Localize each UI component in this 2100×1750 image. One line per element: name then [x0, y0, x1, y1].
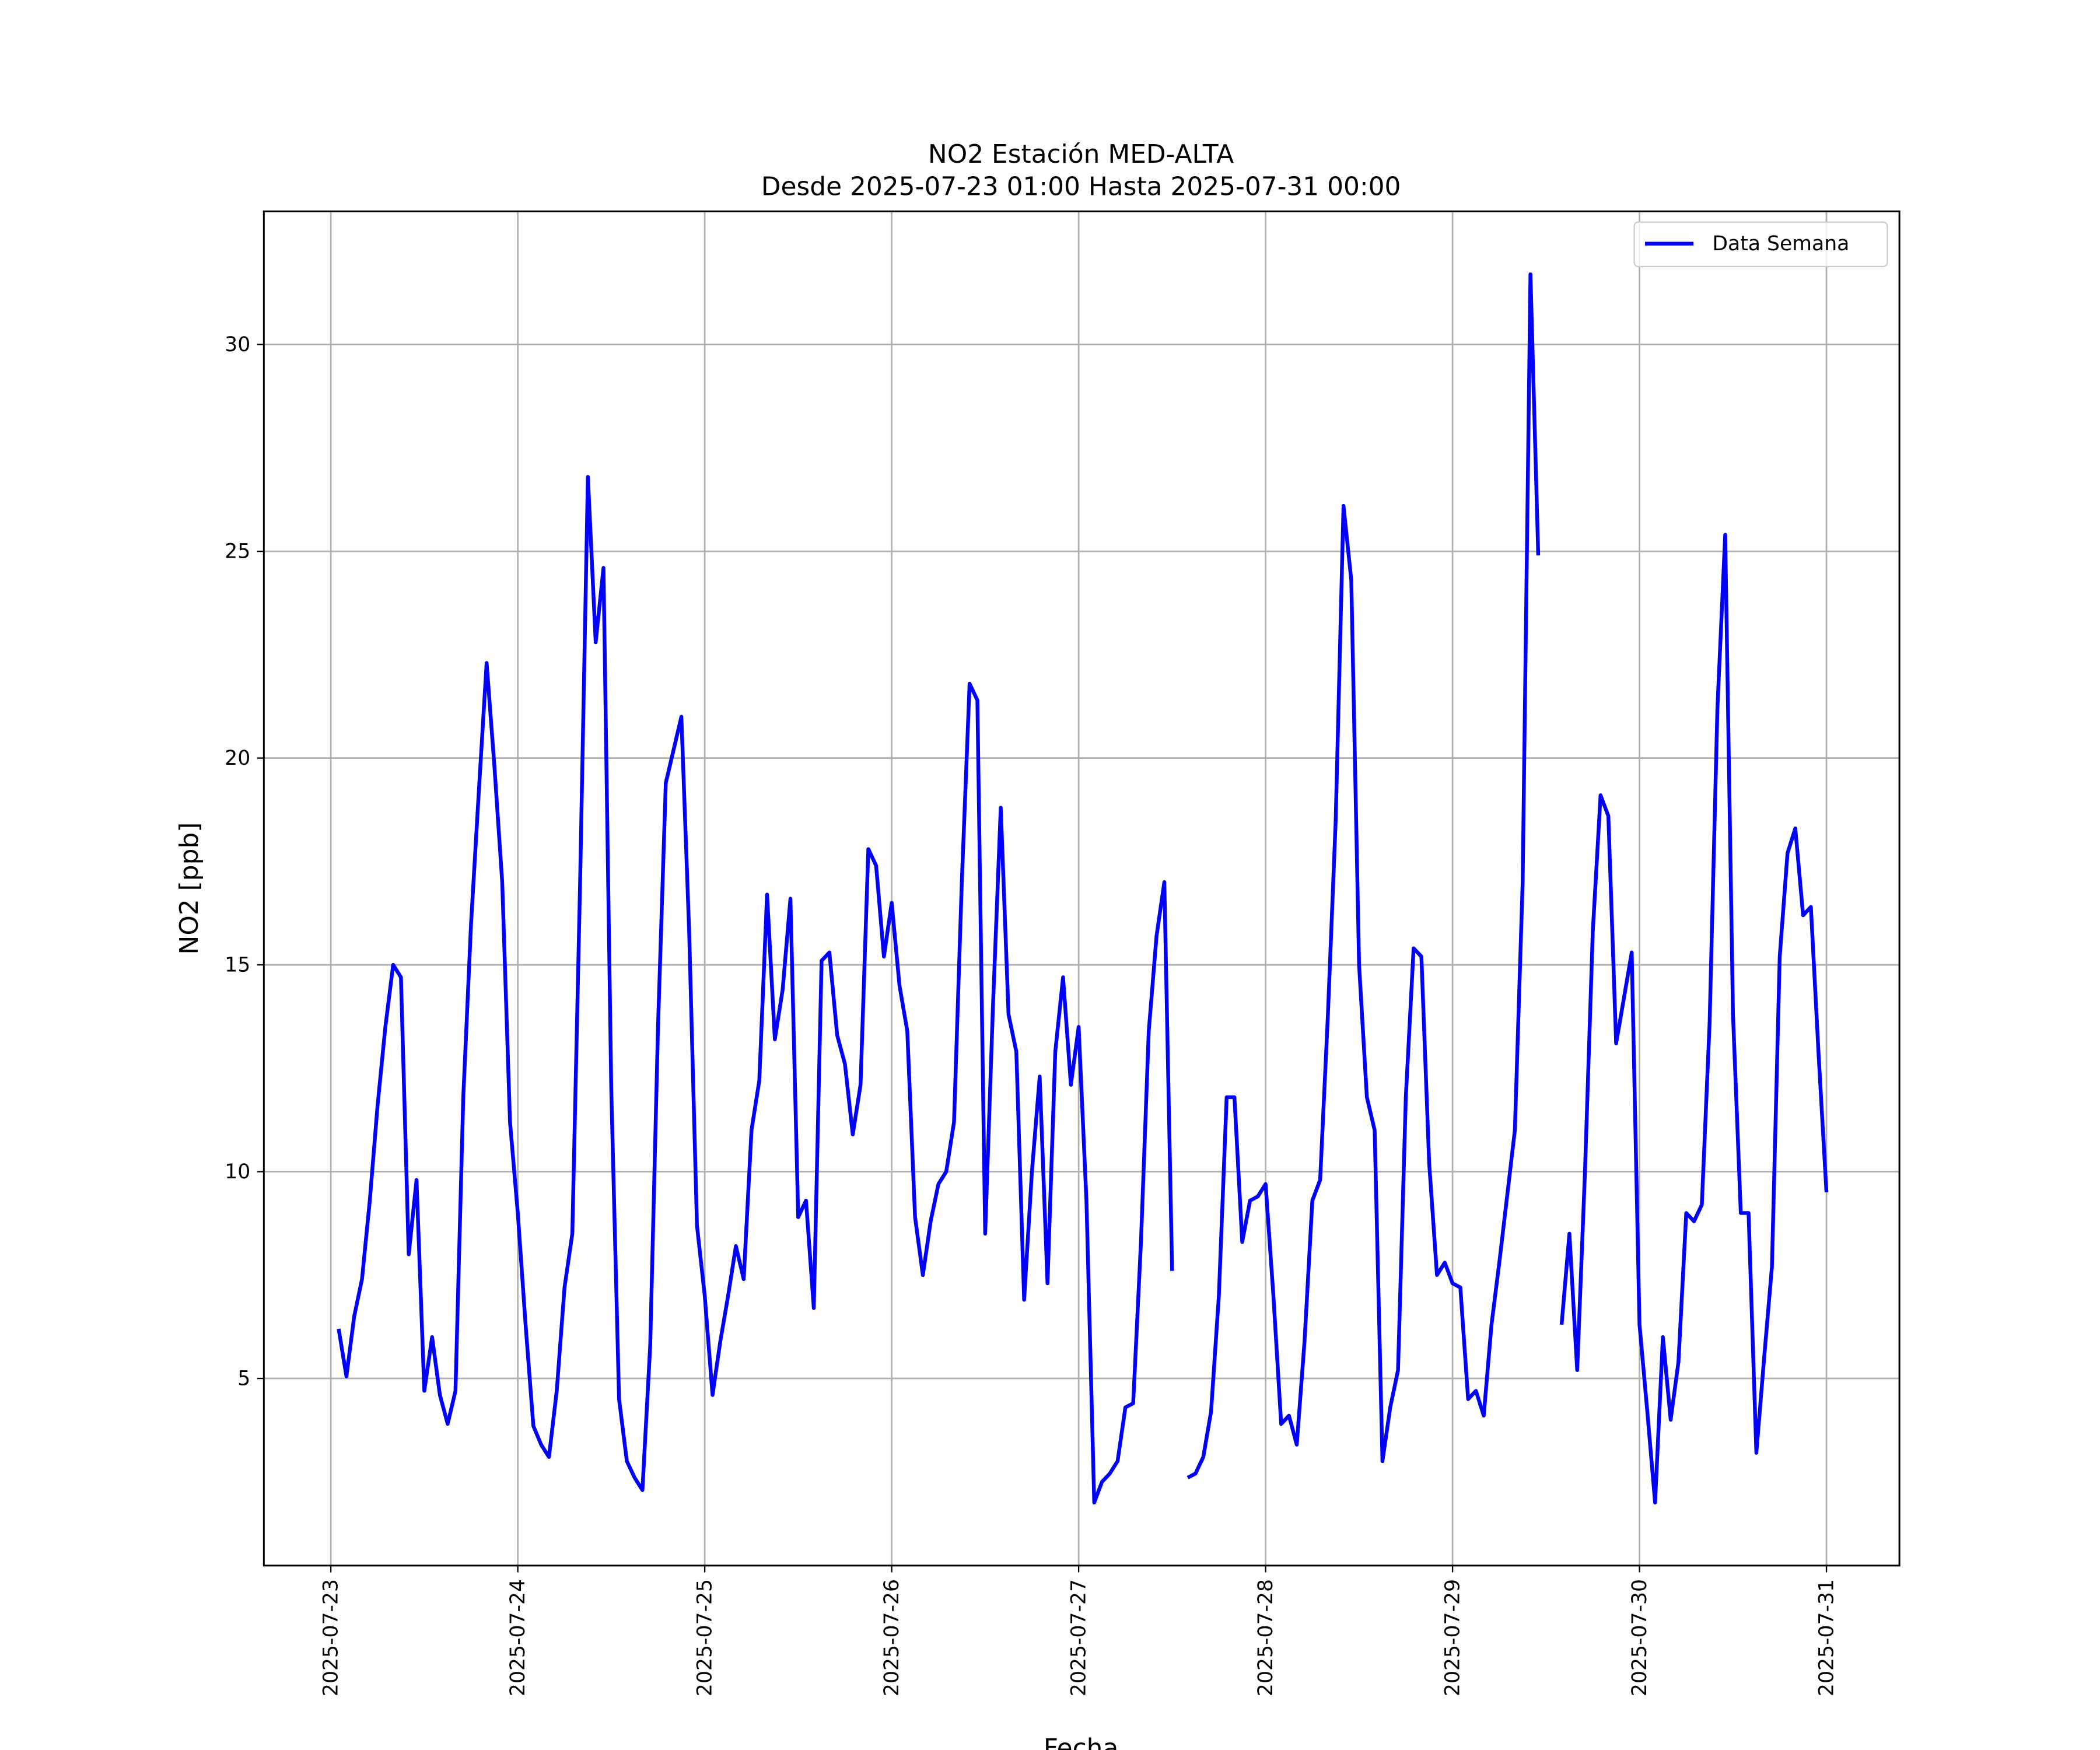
legend-label: Data Semana: [1712, 232, 1849, 256]
x-tick-label: 2025-07-23: [320, 1579, 343, 1696]
x-tick-label: 2025-07-29: [1441, 1579, 1465, 1696]
y-tick-label: 15: [225, 954, 250, 977]
x-tick-label: 2025-07-28: [1254, 1579, 1278, 1696]
data-line: [337, 272, 1829, 1504]
legend-box: [1633, 221, 1888, 268]
y-tick-label: 30: [225, 333, 250, 356]
x-tick-label: 2025-07-25: [694, 1579, 717, 1696]
y-axis-label: NO2 [ppb]: [174, 822, 204, 955]
plot-frame: [262, 210, 1901, 1567]
x-tick-label: 2025-07-26: [880, 1579, 904, 1696]
chart-title: NO2 Estación MED-ALTA: [928, 139, 1234, 169]
x-tick-label: 2025-07-24: [506, 1579, 530, 1696]
chart-subtitle: Desde 2025-07-23 01:00 Hasta 2025-07-31 …: [761, 172, 1401, 202]
x-tick-label: 2025-07-30: [1628, 1579, 1651, 1696]
x-tick-label: 2025-07-27: [1068, 1579, 1091, 1696]
x-tick-label: 2025-07-31: [1815, 1579, 1839, 1696]
x-axis-label: Fecha: [1044, 1734, 1119, 1750]
y-tick-label: 20: [225, 747, 250, 770]
y-tick-label: 5: [237, 1367, 250, 1391]
y-tick-label: 25: [225, 540, 250, 564]
y-tick-label: 10: [225, 1160, 250, 1184]
